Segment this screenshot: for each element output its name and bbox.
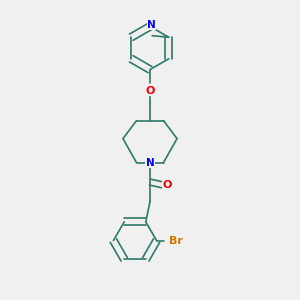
Text: Br: Br — [169, 236, 182, 246]
Text: N: N — [147, 20, 156, 30]
Text: O: O — [163, 180, 172, 190]
Text: N: N — [146, 158, 154, 168]
Text: O: O — [145, 85, 155, 95]
